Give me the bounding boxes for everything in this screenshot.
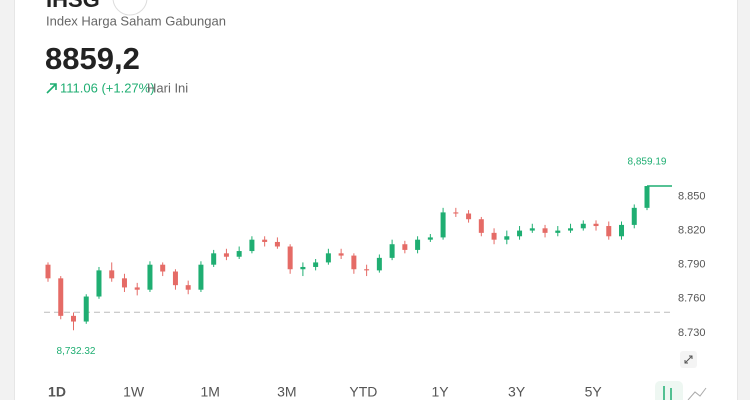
- candle-body: [325, 253, 331, 263]
- candle-body: [45, 264, 51, 279]
- candle-body: [478, 219, 484, 233]
- candle-body: [351, 255, 357, 270]
- candle-body: [83, 296, 89, 322]
- candle-body: [427, 237, 433, 240]
- candle-body: [631, 207, 637, 225]
- y-tick-label: 8.820: [678, 224, 706, 236]
- period-tab[interactable]: 5Y: [585, 384, 603, 400]
- candle-body: [160, 264, 166, 272]
- low-annotation: 8,732.32: [57, 346, 96, 357]
- candle-body: [262, 239, 268, 242]
- candle-body: [376, 257, 382, 271]
- up-arrow: [46, 83, 57, 94]
- candle-body: [236, 251, 242, 257]
- candle-body: [606, 226, 612, 237]
- period-tab[interactable]: 1W: [123, 384, 145, 400]
- candle-body: [287, 246, 293, 270]
- candle-body: [338, 253, 344, 256]
- y-tick-label: 8.760: [678, 293, 706, 305]
- candle-body: [223, 253, 229, 257]
- price: 8859,2: [45, 41, 140, 76]
- candle-body: [134, 287, 140, 290]
- candle-body: [211, 253, 217, 265]
- candle-body: [580, 223, 586, 229]
- watch-icon[interactable]: [112, 0, 148, 16]
- period: Hari Ini: [147, 80, 188, 95]
- candle-body: [300, 266, 306, 270]
- candle-body: [415, 239, 421, 250]
- candle-body: [249, 239, 255, 252]
- card: [14, 0, 738, 400]
- candle-body: [555, 230, 561, 233]
- candle-body: [198, 264, 204, 290]
- candle-body: [491, 232, 497, 240]
- y-tick-label: 8.790: [678, 259, 706, 271]
- candle-body: [402, 244, 408, 250]
- period-tab[interactable]: 3M: [277, 384, 296, 400]
- candle-body: [96, 270, 102, 297]
- ticker: IHSG: [46, 0, 100, 12]
- candle-body: [453, 212, 459, 214]
- period-tab[interactable]: 1D: [48, 384, 66, 400]
- candle-body: [542, 228, 548, 233]
- candle-body: [121, 278, 127, 288]
- candle-body: [172, 271, 178, 286]
- candle-toggle[interactable]: [655, 381, 683, 400]
- candle-body: [185, 285, 191, 290]
- candle-body: [313, 262, 319, 267]
- candle-body: [517, 230, 523, 237]
- candle-body: [644, 186, 650, 208]
- candle-body: [568, 228, 574, 231]
- high-annotation: 8,859.19: [628, 157, 667, 168]
- expand-icon: [684, 355, 693, 364]
- y-tick-label: 8.730: [678, 327, 706, 339]
- candle-body: [504, 236, 510, 240]
- change: 111.06 (+1.27%): [60, 80, 155, 95]
- candle-body: [364, 269, 370, 271]
- candle-body: [440, 212, 446, 238]
- period-tab[interactable]: 1M: [200, 384, 219, 400]
- y-tick-label: 8.850: [678, 190, 706, 202]
- period-tab[interactable]: 1Y: [431, 384, 449, 400]
- period-tab[interactable]: YTD: [349, 384, 377, 400]
- candle-body: [147, 264, 153, 290]
- candle-body: [70, 315, 76, 322]
- candle-body: [58, 278, 64, 316]
- candle-body: [274, 241, 280, 247]
- candle-body: [466, 213, 472, 220]
- subtitle: Index Harga Saham Gabungan: [46, 13, 226, 28]
- line-toggle[interactable]: [687, 387, 707, 400]
- candle-body: [593, 223, 599, 227]
- period-tab[interactable]: 3Y: [508, 384, 526, 400]
- candle-body: [619, 224, 625, 237]
- candle-body: [109, 270, 115, 279]
- candle-body: [389, 244, 395, 258]
- candle-body: [529, 228, 535, 231]
